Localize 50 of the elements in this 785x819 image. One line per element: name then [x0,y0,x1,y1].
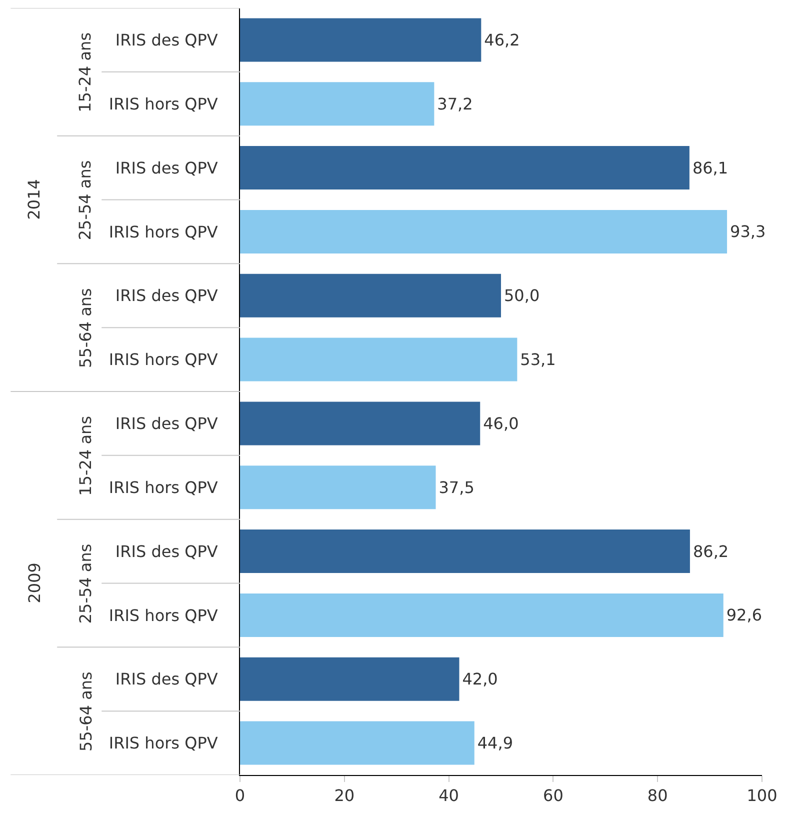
data-label: 86,1 [692,158,728,178]
y-tick-label: IRIS des QPV [115,286,218,306]
x-tick-label: 100 [746,786,778,806]
data-label: 42,0 [462,670,498,689]
text: 15-24 ans [75,32,94,112]
data-label: 37,5 [438,478,474,497]
data-label: 53,1 [520,350,556,370]
bar [240,18,482,62]
text: 2009 [24,562,44,604]
bar [240,657,460,701]
data-label: 92,6 [726,606,762,625]
data-label: 86,2 [692,542,729,561]
text: 55-64 ans [76,672,96,752]
x-tick-label: 20 [334,786,355,806]
y-tick-label: IRIS hors QPV [108,734,218,753]
data-label: 46,0 [483,414,519,433]
text: 15-24 ans [76,416,95,496]
bar [240,338,518,382]
data-label: 37,2 [437,94,473,114]
bar [240,210,728,254]
y-tick-label: IRIS des QPV [115,414,218,434]
x-tick-label: 0 [234,786,246,806]
y-tick-label: IRIS des QPV [115,158,218,178]
y-tick-label: IRIS hors QPV [108,222,218,242]
data-label: 46,2 [484,30,520,50]
bar [240,274,501,318]
x-tick-label: 80 [647,786,668,806]
bar [240,593,724,637]
bar [240,402,480,446]
bar [240,82,434,126]
bar [240,146,690,190]
y-tick-label: IRIS hors QPV [108,350,218,370]
y-tick-label: IRIS hors QPV [108,94,218,114]
text: 2014 [24,179,44,220]
text: 25-54 ans [76,544,96,624]
y-tick-label: IRIS des QPV [115,542,218,561]
bar [240,721,474,765]
y-tick-label: IRIS des QPV [115,30,218,50]
data-label: 44,9 [477,734,514,753]
bar [240,530,690,574]
x-tick-label: 40 [438,786,459,806]
y-tick-label: IRIS des QPV [115,670,218,689]
text: 25-54 ans [76,160,95,240]
text: 55-64 ans [76,288,95,368]
y-tick-label: IRIS hors QPV [108,606,218,625]
x-tick-label: 60 [543,786,564,806]
bar [240,466,436,510]
data-label: 50,0 [504,286,540,306]
data-label: 93,3 [730,222,766,242]
y-tick-label: IRIS hors QPV [108,478,218,497]
